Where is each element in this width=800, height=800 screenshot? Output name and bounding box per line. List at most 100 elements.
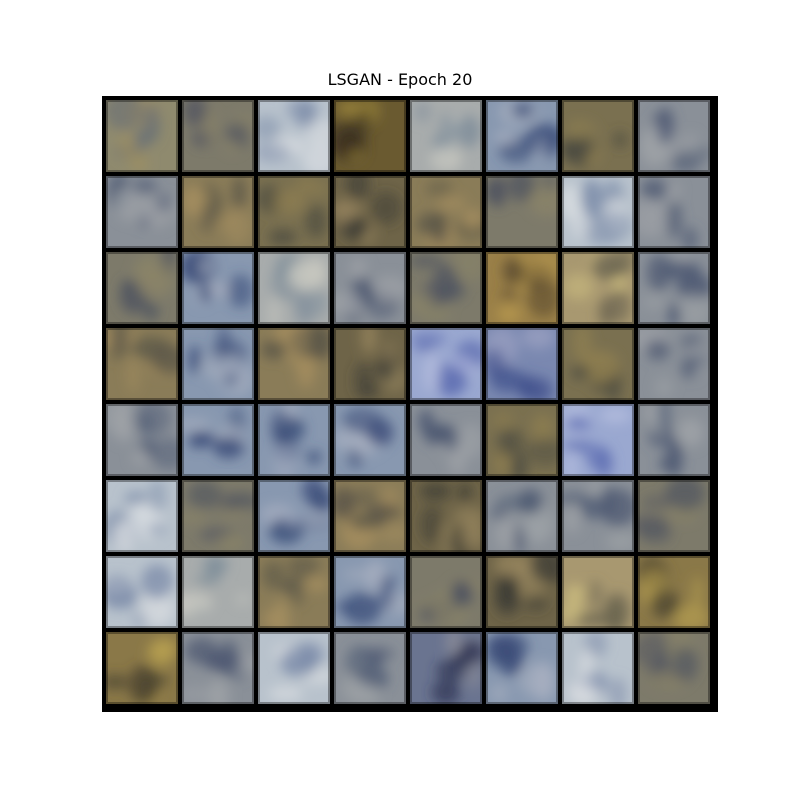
tile-edge — [258, 632, 330, 704]
sample-image — [638, 252, 710, 324]
sample-image — [334, 328, 406, 400]
tile-blob — [196, 432, 217, 447]
tile-blob — [610, 677, 627, 704]
tile-blob — [586, 580, 603, 608]
tile-blob — [258, 115, 281, 141]
sample-image — [182, 556, 254, 628]
tile-blob — [152, 637, 178, 658]
tile-blob — [528, 185, 558, 217]
tile-blob — [463, 209, 482, 229]
sample-image — [334, 556, 406, 628]
tile-blob — [564, 439, 593, 453]
sample-tile — [410, 252, 482, 324]
tile-edge — [106, 252, 178, 324]
tile-blob — [486, 178, 506, 205]
tile-blob — [233, 368, 248, 394]
sample-image — [638, 556, 710, 628]
tile-blob — [436, 196, 466, 211]
tile-blob — [360, 328, 378, 355]
tile-blob — [668, 302, 681, 324]
sample-image — [562, 252, 634, 324]
sample-tile — [486, 328, 558, 400]
tile-blob — [183, 100, 207, 127]
sample-image — [562, 176, 634, 248]
tile-blob — [503, 257, 525, 285]
tile-blob — [461, 519, 482, 550]
tile-blob — [486, 348, 506, 377]
sample-tile — [410, 404, 482, 476]
tile-blob — [111, 328, 129, 354]
sample-tile — [486, 556, 558, 628]
tile-blob — [378, 578, 394, 611]
tile-blob — [521, 328, 556, 349]
tile-blob — [513, 525, 527, 552]
tile-blob — [646, 254, 671, 291]
tile-edge — [410, 100, 482, 172]
tile-blob — [334, 198, 356, 226]
sample-image — [562, 480, 634, 552]
sample-tile — [106, 176, 178, 248]
figure-title: LSGAN - Epoch 20 — [327, 70, 473, 89]
tile-blob — [581, 179, 603, 217]
sample-tile — [562, 100, 634, 172]
tile-blob — [445, 632, 462, 658]
sample-image — [486, 176, 558, 248]
tile-blob — [581, 495, 603, 520]
tile-blob — [130, 149, 148, 172]
tile-blob — [410, 331, 447, 347]
tile-edge — [638, 632, 710, 704]
sample-tile — [182, 100, 254, 172]
tile-blob — [199, 283, 212, 303]
tile-edge — [106, 556, 178, 628]
tile-blob — [599, 407, 632, 423]
tile-edge — [562, 176, 634, 248]
tile-blob — [261, 560, 285, 590]
sample-tile — [562, 176, 634, 248]
tile-blob — [271, 408, 291, 446]
tile-blob — [691, 576, 704, 610]
tile-blob — [666, 200, 683, 239]
tile-blob — [495, 513, 515, 551]
tile-edge — [334, 404, 406, 476]
tile-blob — [640, 178, 670, 200]
tile-blob — [139, 592, 175, 627]
tile-blob — [645, 339, 670, 360]
sample-image — [486, 480, 558, 552]
tile-blob — [336, 100, 366, 116]
sample-tile — [410, 632, 482, 704]
tile-blob — [486, 634, 518, 662]
tile-blob — [601, 211, 633, 241]
tile-blob — [286, 100, 308, 121]
sample-image — [258, 328, 330, 400]
tile-blob — [683, 354, 706, 367]
tile-blob — [147, 522, 167, 535]
tile-blob — [260, 339, 288, 360]
sample-image — [106, 480, 178, 552]
sample-image — [258, 632, 330, 704]
tile-edge — [638, 252, 710, 324]
tile-blob — [361, 383, 382, 398]
tile-blob — [305, 577, 329, 591]
tile-blob — [216, 328, 231, 360]
sample-image — [182, 480, 254, 552]
tile-blob — [280, 579, 298, 593]
tile-blob — [605, 532, 634, 551]
sample-image — [106, 632, 178, 704]
sample-tile — [410, 176, 482, 248]
tile-blob — [672, 603, 710, 628]
tile-edge — [182, 404, 254, 476]
sample-image — [334, 252, 406, 324]
tile-edge — [258, 176, 330, 248]
tile-edge — [486, 404, 558, 476]
tile-blob — [377, 523, 406, 544]
tile-blob — [676, 272, 710, 301]
tile-blob — [410, 254, 443, 268]
sample-tile — [638, 480, 710, 552]
tile-blob — [515, 373, 535, 399]
tile-blob — [233, 176, 245, 212]
tile-edge — [410, 328, 482, 400]
tile-blob — [182, 185, 207, 217]
tile-blob — [666, 439, 683, 476]
sample-image — [638, 480, 710, 552]
tile-blob — [290, 328, 324, 359]
